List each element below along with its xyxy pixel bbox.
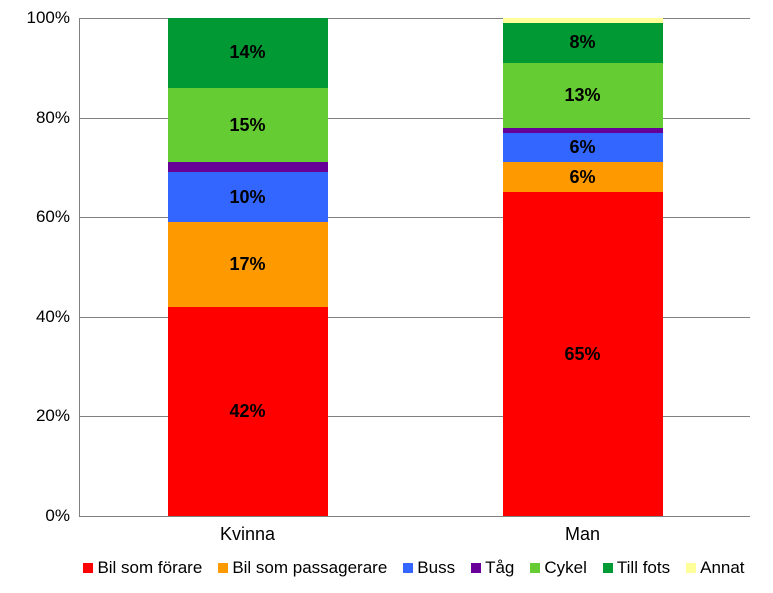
x-axis-label: Man bbox=[565, 524, 600, 545]
legend-swatch bbox=[218, 563, 228, 573]
y-axis-tick: 40% bbox=[36, 307, 80, 327]
segment-label: 42% bbox=[229, 401, 265, 422]
bar-segment bbox=[168, 162, 328, 172]
segment-label: 14% bbox=[229, 42, 265, 63]
y-axis-tick: 80% bbox=[36, 108, 80, 128]
bar-segment: 13% bbox=[503, 63, 663, 128]
bar-segment bbox=[503, 18, 663, 23]
legend-item: Bil som förare bbox=[83, 558, 202, 578]
y-axis-tick: 60% bbox=[36, 207, 80, 227]
legend-item: Bil som passagerare bbox=[218, 558, 387, 578]
legend-item: Cykel bbox=[530, 558, 587, 578]
bar-column: 65% 6% 6% 13% 8% bbox=[503, 18, 663, 516]
bar-segment: 17% bbox=[168, 222, 328, 307]
legend-swatch bbox=[603, 563, 613, 573]
legend: Bil som förare Bil som passagerare Buss Tåg… bbox=[79, 558, 749, 578]
bar-segment: 65% bbox=[503, 192, 663, 516]
legend-label: Bil som förare bbox=[97, 558, 202, 578]
legend-swatch bbox=[83, 563, 93, 573]
legend-swatch bbox=[403, 563, 413, 573]
segment-label: 8% bbox=[569, 32, 595, 53]
segment-label: 6% bbox=[569, 137, 595, 158]
y-axis-tick: 0% bbox=[45, 506, 80, 526]
bar-segment: 6% bbox=[503, 133, 663, 163]
legend-item: Tåg bbox=[471, 558, 514, 578]
y-axis-tick: 100% bbox=[27, 8, 80, 28]
bar-segment: 15% bbox=[168, 88, 328, 163]
bar-segment: 8% bbox=[503, 23, 663, 63]
legend-swatch bbox=[686, 563, 696, 573]
bar-segment bbox=[503, 128, 663, 133]
x-axis-label: Kvinna bbox=[220, 524, 275, 545]
segment-label: 65% bbox=[564, 344, 600, 365]
segment-label: 15% bbox=[229, 115, 265, 136]
legend-label: Buss bbox=[417, 558, 455, 578]
bar-segment: 14% bbox=[168, 18, 328, 88]
bar-segment: 10% bbox=[168, 172, 328, 222]
segment-label: 10% bbox=[229, 187, 265, 208]
legend-label: Cykel bbox=[544, 558, 587, 578]
legend-swatch bbox=[530, 563, 540, 573]
legend-item: Buss bbox=[403, 558, 455, 578]
segment-label: 6% bbox=[569, 167, 595, 188]
legend-item: Annat bbox=[686, 558, 744, 578]
legend-label: Tåg bbox=[485, 558, 514, 578]
legend-label: Bil som passagerare bbox=[232, 558, 387, 578]
legend-label: Till fots bbox=[617, 558, 670, 578]
bar-column: 42% 17% 10% 15% 14% bbox=[168, 18, 328, 516]
bar-segment: 6% bbox=[503, 162, 663, 192]
plot-area: 0%20%40%60%80%100%42%17%10%15%14%Kvinna6… bbox=[79, 18, 750, 517]
legend-item: Till fots bbox=[603, 558, 670, 578]
legend-label: Annat bbox=[700, 558, 744, 578]
segment-label: 17% bbox=[229, 254, 265, 275]
legend-swatch bbox=[471, 563, 481, 573]
bar-segment: 42% bbox=[168, 307, 328, 516]
y-axis-tick: 20% bbox=[36, 406, 80, 426]
segment-label: 13% bbox=[564, 85, 600, 106]
